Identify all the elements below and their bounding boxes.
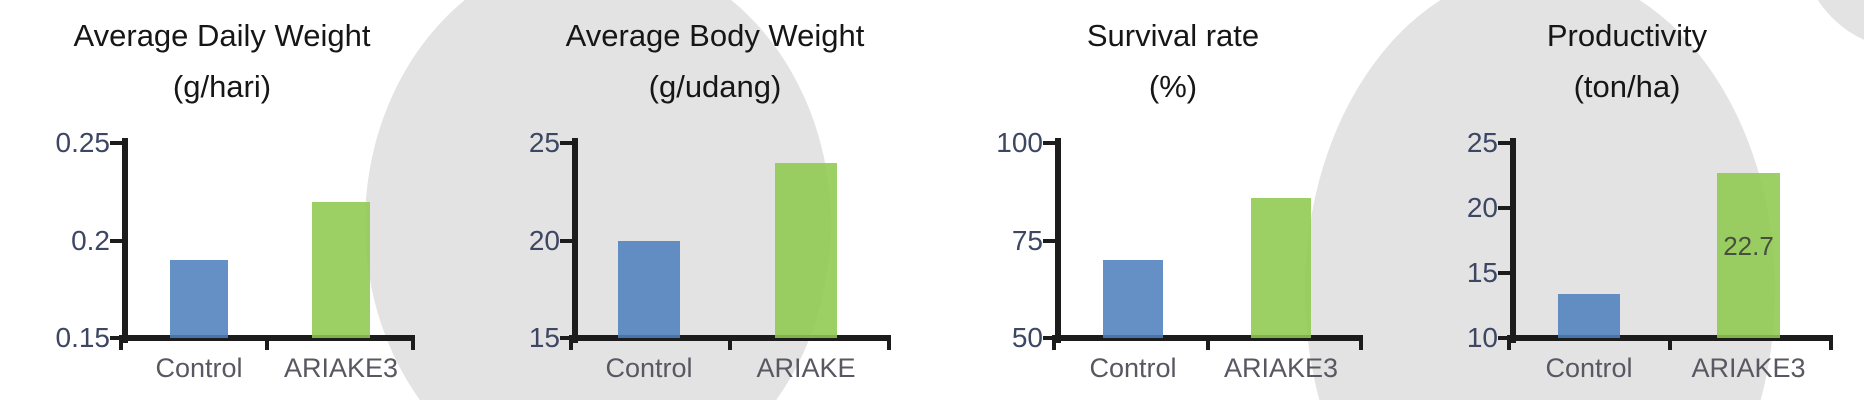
x-axis-tick: [1359, 341, 1363, 350]
bar-ariake3: [312, 201, 370, 338]
chart-subtitle: (g/hari): [172, 69, 272, 104]
bar-control: [170, 260, 228, 338]
plot-area: 0.15 0.2 0.25 Control ARIAKE3: [10, 0, 440, 400]
y-tick-label: 15: [1466, 257, 1498, 288]
y-tick-label: 10: [1466, 322, 1498, 353]
x-axis-tick: [1668, 341, 1672, 350]
chart-title-block: Average Daily Weight (g/hari): [42, 10, 402, 112]
y-axis-tick: [560, 336, 572, 340]
x-axis-tick: [119, 341, 123, 350]
y-tick-label: 15: [528, 322, 560, 353]
bar-control: [1558, 293, 1620, 338]
x-axis-tick: [887, 341, 891, 350]
x-axis-tick: [569, 341, 573, 350]
bar-ariake3: [1717, 172, 1780, 338]
bar-data-label: 22.7: [1723, 231, 1774, 261]
bar-ariake3: [1251, 197, 1311, 338]
chart-title: Average Body Weight: [565, 18, 865, 53]
category-label: Control: [1545, 353, 1633, 383]
bar-control: [618, 240, 680, 338]
y-axis-tick: [1498, 141, 1510, 145]
y-tick-label: 0.2: [71, 224, 110, 256]
y-axis-tick: [560, 238, 572, 243]
x-axis-tick: [1052, 341, 1056, 350]
y-axis-tick: [1498, 206, 1510, 210]
plot-area: 10 15 20 25 Control ARIAKE3 22.7: [1400, 0, 1850, 400]
chart-subtitle: (%): [1148, 69, 1198, 104]
x-axis: [569, 335, 891, 341]
y-axis: [122, 138, 128, 343]
x-axis-tick: [1507, 341, 1511, 350]
chart-average-daily-weight: Average Daily Weight (g/hari) 0.15 0.2 0.2…: [10, 0, 440, 400]
y-tick-label: 100: [996, 127, 1043, 158]
y-tick-label: 0.25: [55, 127, 111, 158]
category-label: Control: [605, 353, 693, 383]
chart-title-block: Survival rate (%): [993, 10, 1353, 112]
y-axis-tick: [110, 336, 122, 340]
y-axis: [1055, 138, 1061, 343]
y-tick-label: 25: [528, 127, 560, 158]
y-axis-tick: [1498, 336, 1510, 340]
y-tick-label: 50: [1011, 322, 1043, 353]
y-axis: [1510, 138, 1516, 343]
y-axis-tick: [1498, 271, 1510, 275]
y-axis-tick: [110, 238, 122, 243]
y-axis-tick: [1043, 336, 1055, 340]
category-label: Control: [1089, 353, 1177, 383]
chart-productivity: Productivity (ton/ha) 10 15 20 25 Control ARI…: [1400, 0, 1850, 400]
x-axis-tick: [1829, 341, 1833, 350]
y-axis-tick: [110, 141, 122, 145]
x-axis-tick: [265, 341, 269, 350]
y-axis-tick: [1043, 238, 1055, 243]
chart-title: Average Daily Weight: [73, 18, 371, 53]
category-label: Control: [155, 353, 243, 383]
y-axis-tick: [1043, 141, 1055, 145]
background-blob-right: [1305, 0, 1775, 400]
plot-area: 15 20 25 Control ARIAKE: [440, 0, 900, 400]
y-tick-label: 0.15: [55, 322, 111, 353]
bar-control: [1103, 260, 1163, 338]
chart-title-block: Productivity (ton/ha): [1447, 10, 1807, 112]
category-label: ARIAKE3: [283, 353, 399, 383]
y-axis-tick: [560, 141, 572, 145]
x-axis: [119, 335, 415, 341]
background-blob-left: [365, 0, 831, 400]
category-label: ARIAKE: [756, 353, 856, 383]
chart-survival-rate: Survival rate (%) 50 75 100 Control ARIAKE3: [940, 0, 1380, 400]
chart-average-body-weight: Average Body Weight (g/udang) 15 20 25 Cont…: [440, 0, 900, 400]
x-axis: [1052, 335, 1363, 341]
x-axis: [1507, 335, 1833, 341]
x-axis-tick: [1205, 341, 1210, 350]
y-axis: [572, 138, 578, 343]
chart-title: Productivity: [1546, 18, 1708, 53]
chart-subtitle: (g/udang): [648, 69, 782, 104]
chart-title: Survival rate: [1086, 18, 1260, 53]
category-label: ARIAKE3: [1691, 353, 1806, 383]
bar-ariake: [775, 162, 837, 338]
plot-area: 50 75 100 Control ARIAKE3: [940, 0, 1380, 400]
y-tick-label: 75: [1011, 224, 1043, 256]
y-tick-label: 20: [1466, 192, 1498, 223]
x-axis-tick: [411, 341, 415, 350]
category-label: ARIAKE3: [1223, 353, 1339, 383]
y-tick-label: 25: [1466, 127, 1498, 158]
x-axis-tick: [728, 341, 732, 350]
y-tick-label: 20: [528, 224, 560, 256]
chart-title-block: Average Body Weight (g/udang): [535, 10, 895, 112]
chart-subtitle: (ton/ha): [1573, 69, 1681, 104]
